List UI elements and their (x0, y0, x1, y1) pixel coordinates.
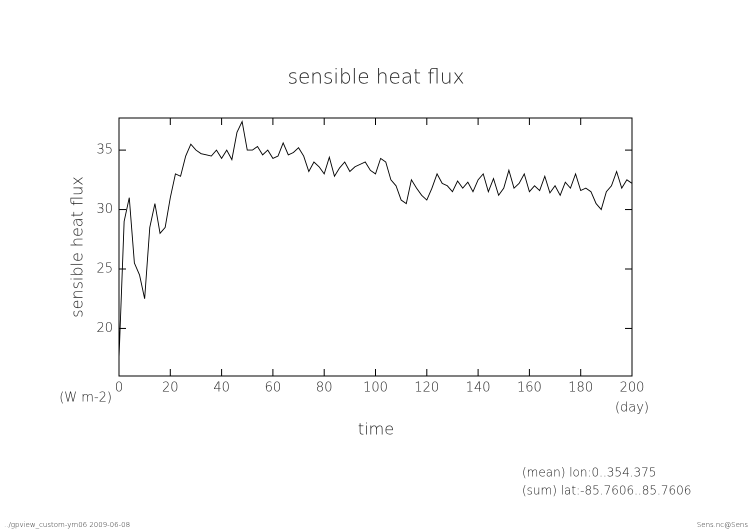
data-line (118, 120, 633, 359)
footer: ../gpview_custom-ym06 2009-06-08 (4, 521, 130, 529)
annotation: (mean) lon:0..354.375 (522, 466, 656, 480)
chart-title: sensible heat flux (288, 65, 465, 89)
x-tick-label: 200 (620, 381, 645, 396)
x-tick-label: 60 (265, 381, 282, 396)
x-tick-label: 160 (517, 381, 542, 396)
annotation: (sum) lat:-85.7606..85.7606 (522, 484, 691, 498)
y-tick-label: 35 (96, 143, 113, 158)
y-tick-label: 30 (96, 202, 113, 217)
x-tick-label: 0 (115, 381, 123, 396)
x-axis-label: time (358, 420, 394, 439)
x-tick-label: 100 (363, 381, 388, 396)
y-axis-label: sensible heat flux (68, 176, 87, 317)
x-tick-label: 20 (162, 381, 179, 396)
y-tick-label: 20 (96, 321, 113, 336)
x-tick-label: 120 (414, 381, 439, 396)
x-tick-label: 140 (466, 381, 491, 396)
x-unit: (day) (615, 401, 649, 416)
y-tick-label: 25 (96, 261, 113, 276)
y-unit: (W m-2) (59, 391, 112, 406)
footer: Sens.nc@Sens (697, 521, 749, 529)
plot-frame (118, 117, 633, 377)
x-tick-label: 180 (568, 381, 593, 396)
x-tick-label: 80 (316, 381, 333, 396)
x-tick-label: 40 (213, 381, 230, 396)
